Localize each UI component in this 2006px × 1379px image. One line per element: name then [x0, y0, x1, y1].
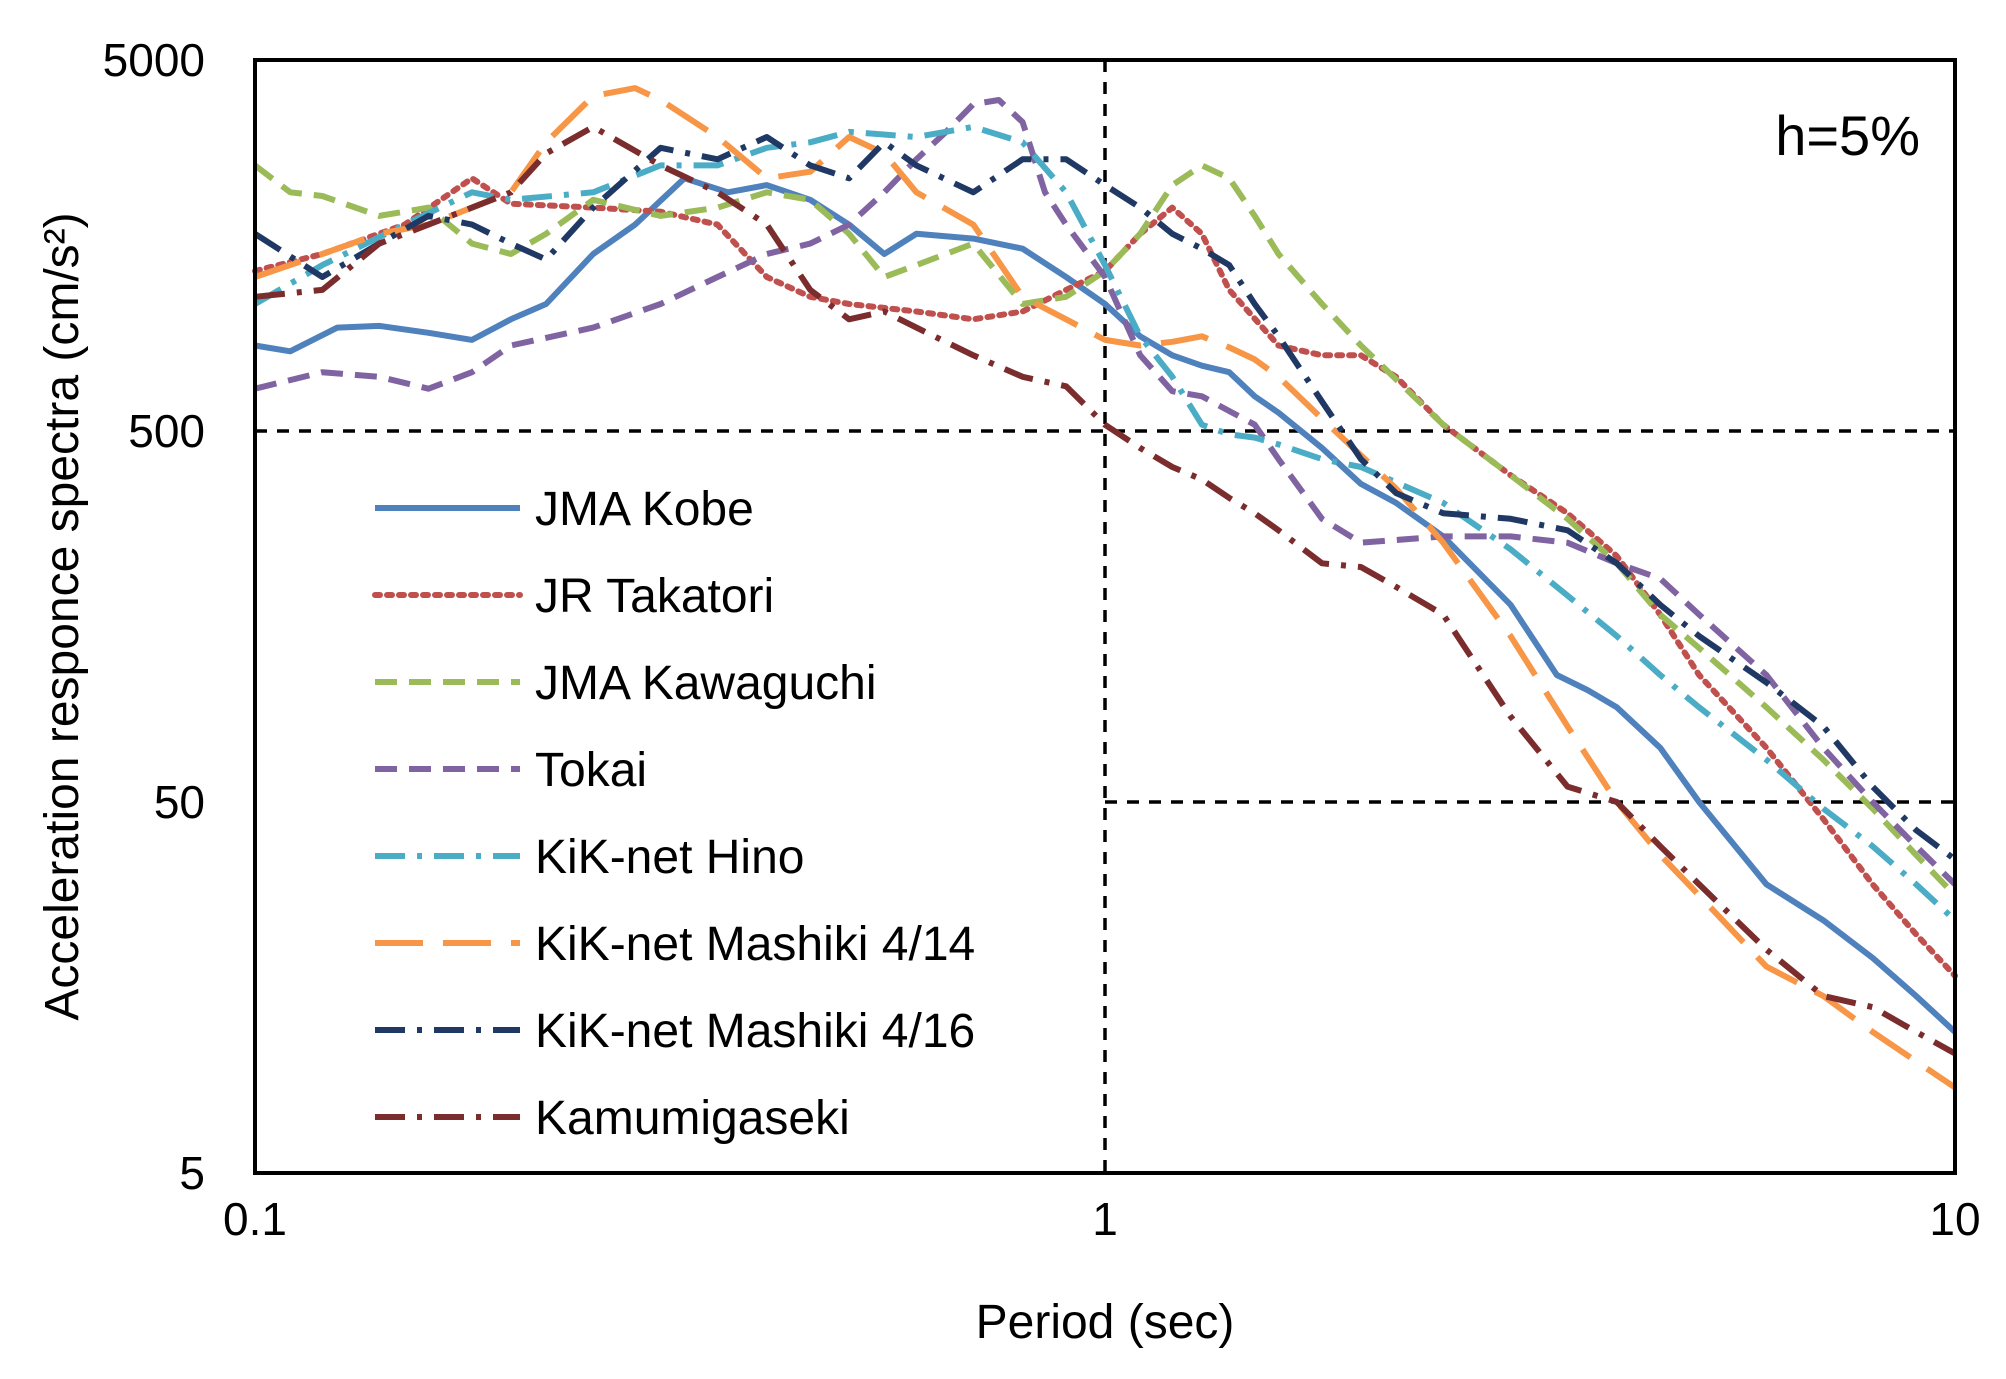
legend-label: JR Takatori — [535, 570, 774, 623]
y-axis-title: Acceleration responce spectra (cm/s²) — [36, 212, 89, 1020]
legend-label: Kamumigaseki — [535, 1092, 850, 1145]
legend-item: KiK-net Mashiki 4/16 — [375, 1005, 975, 1058]
series-line-jma-kawaguchi — [253, 162, 1958, 898]
y-tick-label: 50 — [154, 776, 205, 828]
series-layer — [252, 85, 1958, 1090]
series-line-tokai — [254, 97, 1958, 887]
y-tick-label: 5 — [179, 1147, 205, 1199]
damping-annotation: h=5% — [1775, 104, 1920, 167]
series-line-kik-net-mashiki-4-14 — [254, 85, 1957, 1090]
x-tick-label: 10 — [1929, 1193, 1980, 1245]
x-tick-label: 1 — [1092, 1193, 1118, 1245]
legend-item: KiK-net Hino — [375, 831, 804, 884]
legend-item: JR Takatori — [372, 570, 774, 623]
legend-label: KiK-net Mashiki 4/16 — [535, 1005, 975, 1058]
legend-label: JMA Kobe — [535, 483, 754, 536]
x-tick-label: 0.1 — [223, 1193, 287, 1245]
y-tick-label: 5000 — [103, 34, 205, 86]
series-line-kik-net-hino — [253, 123, 1958, 923]
legend-item: KiK-net Mashiki 4/14 — [375, 918, 975, 971]
plot-frame — [253, 58, 1957, 1175]
legend-label: Tokai — [535, 744, 647, 797]
legend-label: KiK-net Hino — [535, 831, 804, 884]
legend: JMA Kobe JR Takatori JMA Kawaguchi Tokai KiK… — [372, 483, 975, 1145]
legend-item: JMA Kawaguchi — [375, 657, 877, 710]
legend-label: KiK-net Mashiki 4/14 — [535, 918, 975, 971]
ticks-layer: 0.1 1 10 5 50 500 5000 — [103, 34, 1981, 1245]
y-tick-label: 500 — [128, 405, 205, 457]
series-line-jma-kobe — [254, 175, 1958, 1035]
legend-label: JMA Kawaguchi — [535, 657, 877, 710]
legend-item: Tokai — [375, 744, 647, 797]
legend-item: Kamumigaseki — [375, 1092, 850, 1145]
legend-item: JMA Kobe — [375, 483, 754, 536]
x-axis-title: Period (sec) — [976, 1296, 1235, 1349]
series-line-kamumigaseki — [254, 123, 1957, 1057]
